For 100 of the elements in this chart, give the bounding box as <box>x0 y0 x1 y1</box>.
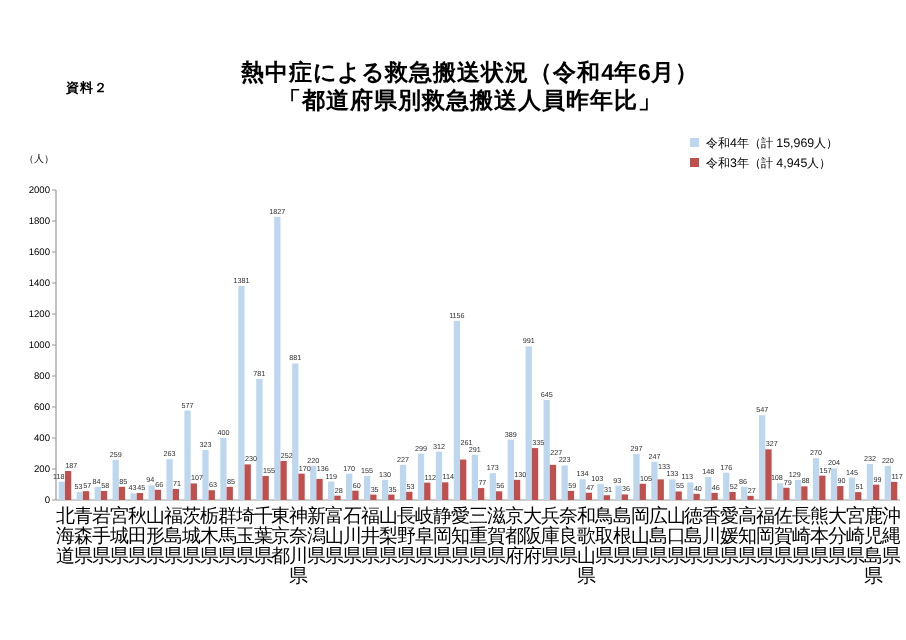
bar <box>855 492 862 500</box>
chart-title: 熱中症による救急搬送状況（令和4年6月） <box>239 58 699 86</box>
bar <box>346 473 353 500</box>
x-tick-label: 静岡県 <box>433 504 452 566</box>
bar <box>705 477 712 500</box>
bar <box>298 473 305 500</box>
bar <box>238 285 245 500</box>
x-tick-label: 岐阜県 <box>415 504 434 566</box>
x-tick-label: 岡山県 <box>630 504 649 566</box>
bar <box>424 482 431 500</box>
bar <box>453 320 461 500</box>
x-tick-label: 愛知県 <box>451 504 470 566</box>
bar <box>615 485 622 500</box>
x-tick-label: 富山県 <box>325 504 344 566</box>
x-tick-label: 香川県 <box>702 504 721 566</box>
x-tick-label: 福井県 <box>361 504 380 566</box>
bar <box>657 479 664 500</box>
bar <box>148 485 155 500</box>
bar <box>621 494 628 500</box>
x-tick-label: 神奈川県 <box>289 504 308 586</box>
x-tick-label: 広島県 <box>648 504 667 566</box>
bar <box>561 465 568 500</box>
bar <box>471 454 478 500</box>
bar <box>794 480 802 500</box>
bar <box>316 478 323 500</box>
bar <box>478 488 485 500</box>
bar <box>567 490 575 500</box>
bar <box>442 482 449 500</box>
x-tick-label: 長野県 <box>397 504 416 566</box>
x-tick-label: 千葉県 <box>253 504 272 566</box>
bar <box>460 459 467 500</box>
bar <box>82 491 90 500</box>
bar <box>765 449 772 500</box>
x-tick-label: 鳥取県 <box>592 504 613 566</box>
bar <box>866 464 874 500</box>
x-tick-label: 福島県 <box>163 504 182 566</box>
bar <box>130 493 137 500</box>
bar <box>184 410 191 500</box>
x-tick-label: 滋賀県 <box>486 504 505 566</box>
x-tick-label: 高知県 <box>738 504 757 566</box>
bar <box>244 464 251 500</box>
bar <box>399 464 407 500</box>
bar <box>381 479 389 500</box>
x-tick-label: 大阪府 <box>522 504 541 566</box>
bar <box>723 472 730 500</box>
bar <box>58 481 65 500</box>
bar <box>417 453 425 500</box>
x-tick-label: 宮崎県 <box>846 504 865 566</box>
bar <box>651 461 658 500</box>
bar <box>100 491 108 500</box>
bar <box>525 346 532 500</box>
bar <box>783 487 790 500</box>
bar <box>585 492 593 500</box>
bar <box>801 486 808 500</box>
bar <box>495 491 503 500</box>
bar <box>729 491 736 500</box>
bar <box>873 484 880 500</box>
bar <box>435 451 443 500</box>
x-tick-label: 青森県 <box>73 504 92 566</box>
bar <box>112 459 119 500</box>
bar <box>328 481 335 500</box>
bar <box>675 491 682 500</box>
x-tick-label: 長崎県 <box>792 504 811 566</box>
bar <box>406 491 413 500</box>
x-tick-label: 東京都 <box>271 504 290 566</box>
x-tick-label: 愛媛県 <box>720 504 739 566</box>
bar <box>220 438 227 500</box>
x-tick-label: 栃木県 <box>199 504 218 566</box>
bar <box>776 483 784 500</box>
x-tick-label: 熊本県 <box>810 504 829 566</box>
x-tick-label: 徳島県 <box>684 504 703 566</box>
bar <box>94 486 101 500</box>
bar <box>76 491 83 500</box>
bar <box>830 468 838 500</box>
x-tick-label: 山口県 <box>666 504 685 566</box>
bar <box>363 475 371 500</box>
x-tick-label: 奈良県 <box>558 504 577 566</box>
bar <box>507 439 514 500</box>
bar <box>819 475 826 500</box>
bar <box>884 465 892 500</box>
bar <box>370 494 377 500</box>
bar <box>274 216 281 500</box>
bar <box>202 449 209 500</box>
bar <box>513 479 521 500</box>
bar <box>292 363 299 500</box>
bar <box>256 378 263 500</box>
bar <box>543 400 550 500</box>
bar <box>310 465 317 500</box>
x-tick-label: 山形県 <box>145 504 164 566</box>
bar <box>166 459 173 500</box>
x-tick-label: 兵庫県 <box>540 504 559 566</box>
x-tick-label: 大分県 <box>828 504 847 566</box>
bar <box>136 493 144 500</box>
bar <box>579 479 586 500</box>
bar <box>280 460 287 500</box>
x-tick-label: 岩手県 <box>91 504 110 566</box>
bar <box>549 464 557 500</box>
x-tick-label: 石川県 <box>343 504 362 566</box>
x-tick-label: 福岡県 <box>756 504 775 566</box>
x-tick-label: 京都府 <box>504 504 523 566</box>
